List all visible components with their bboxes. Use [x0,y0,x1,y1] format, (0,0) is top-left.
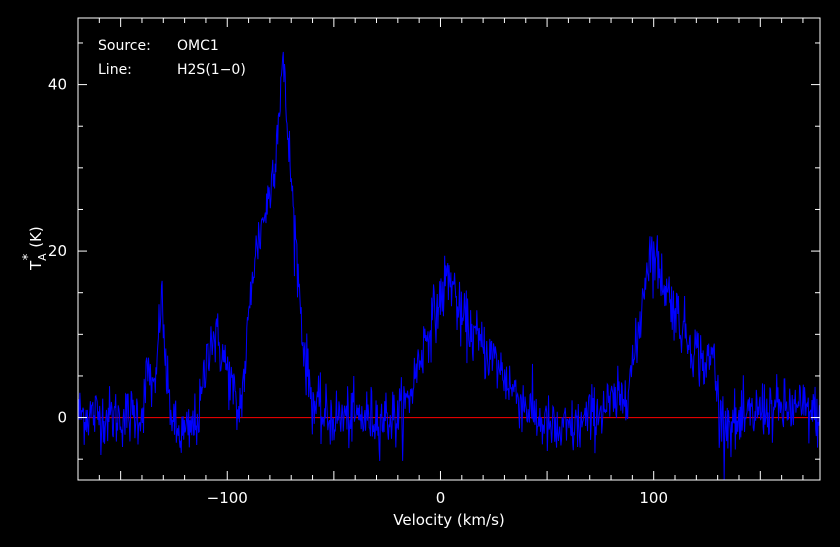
source-value: OMC1 [177,38,219,54]
tick-layer: −100 0 100 0 20 40 [48,18,820,507]
y-tick-label: 0 [57,409,67,427]
line-label: Line: [98,62,132,78]
y-axis-label-sup: * [21,253,36,260]
plot-frame [77,17,821,481]
line-value: H2S(1−0) [177,62,246,78]
x-tick-label: 100 [639,489,668,507]
annotation-block: Source: OMC1 Line: H2S(1−0) [98,38,246,78]
data-layer [77,51,821,480]
source-label: Source: [98,38,151,54]
x-tick-label: −100 [207,489,248,507]
svg-text:TA*(K): TA* (K) [21,226,49,271]
y-axis-label: TA* (K) [21,226,49,271]
y-axis-label-main: T [27,260,45,271]
y-axis-label-unit: (K) [27,226,45,248]
y-axis-label-sub: A [36,253,49,261]
y-tick-label: 20 [48,242,67,260]
spectrum-series-line [77,51,821,480]
y-tick-label: 40 [48,76,67,94]
x-axis-label: Velocity (km/s) [393,511,504,529]
x-tick-label: 0 [436,489,446,507]
